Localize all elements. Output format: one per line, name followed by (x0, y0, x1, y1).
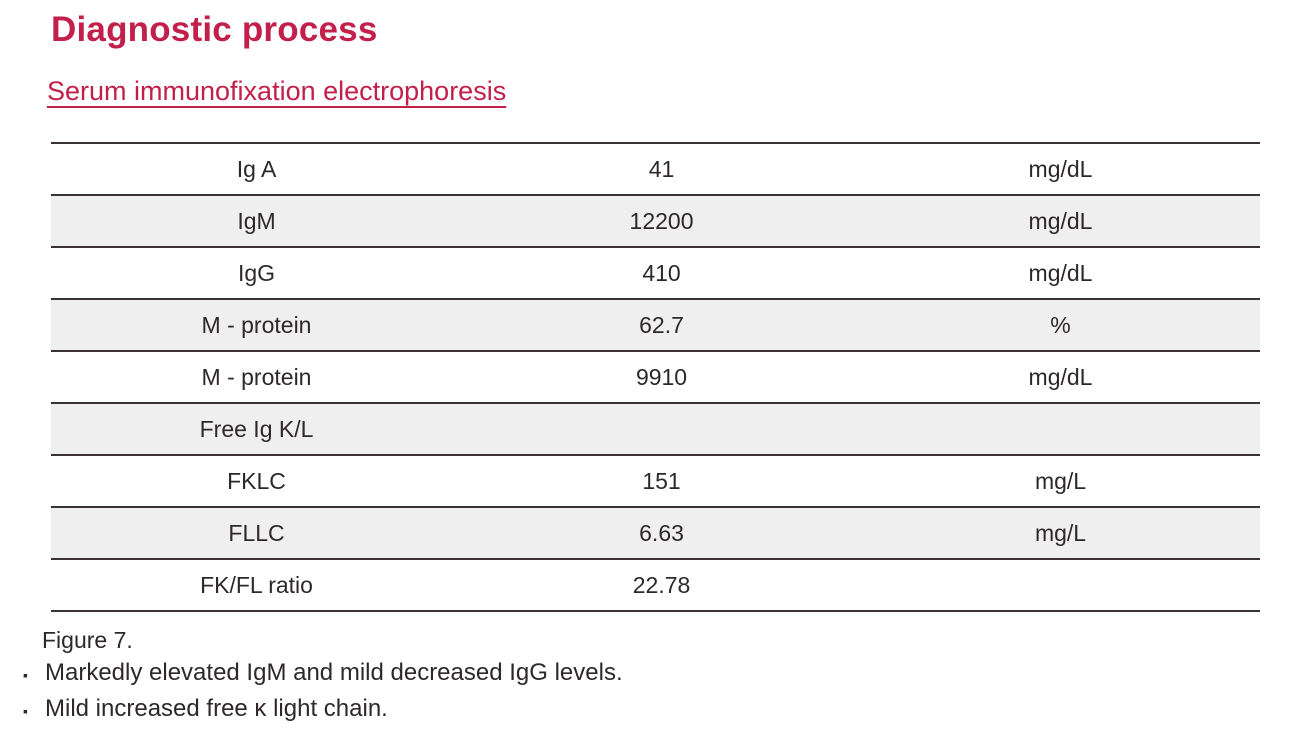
row-label: M - protein (51, 350, 463, 403)
table-row: M - protein 9910 mg/dL (51, 350, 1260, 403)
row-unit: mg/dL (861, 194, 1260, 247)
row-unit: mg/dL (861, 246, 1260, 299)
row-unit: mg/dL (861, 142, 1260, 195)
row-value (462, 402, 862, 455)
row-unit (861, 558, 1260, 612)
row-label: FLLC (51, 506, 463, 559)
row-value: 410 (462, 246, 862, 299)
section-heading: Serum immunofixation electrophoresis (47, 76, 507, 106)
row-value: 41 (462, 142, 862, 195)
row-unit: mg/L (861, 506, 1260, 559)
table-row: FLLC 6.63 mg/L (51, 506, 1260, 559)
row-value: 6.63 (462, 506, 862, 559)
row-label: Free Ig K/L (51, 402, 463, 455)
bullet-text: Mild increased free κ light chain. (45, 695, 388, 722)
row-label: IgM (51, 194, 463, 247)
table-row: Free Ig K/L (51, 402, 1260, 455)
row-label: FKLC (51, 454, 463, 507)
bullet-square-icon: ▪ (23, 703, 28, 719)
figure-label: Figure 7. (42, 627, 133, 653)
table-row: M - protein 62.7 % (51, 298, 1260, 351)
row-label: IgG (51, 246, 463, 299)
bullet-square-icon: ▪ (23, 667, 28, 683)
row-unit: mg/L (861, 454, 1260, 507)
bullet-list: ▪ Markedly elevated IgM and mild decreas… (0, 656, 1312, 728)
table-row: IgG 410 mg/dL (51, 246, 1260, 299)
table-row: IgM 12200 mg/dL (51, 194, 1260, 247)
row-value: 62.7 (462, 298, 862, 351)
figure-caption: Figure 7. ▪ Markedly elevated IgM and mi… (0, 624, 1312, 728)
table-row: FK/FL ratio 22.78 (51, 558, 1260, 612)
table-row: FKLC 151 mg/L (51, 454, 1260, 507)
row-label: M - protein (51, 298, 463, 351)
table-row: Ig A 41 mg/dL (51, 142, 1260, 195)
row-unit: % (861, 298, 1260, 351)
row-value: 12200 (462, 194, 862, 247)
row-value: 22.78 (462, 558, 862, 612)
bullet-text: Markedly elevated IgM and mild decreased… (45, 659, 623, 686)
bullet-line: ▪ Mild increased free κ light chain. (0, 692, 1312, 728)
row-value: 151 (462, 454, 862, 507)
row-unit (861, 402, 1260, 455)
row-unit: mg/dL (861, 350, 1260, 403)
row-label: Ig A (51, 142, 463, 195)
row-label: FK/FL ratio (51, 558, 463, 612)
bullet-line: ▪ Markedly elevated IgM and mild decreas… (0, 656, 1312, 692)
page-title: Diagnostic process (51, 10, 378, 49)
row-value: 9910 (462, 350, 862, 403)
results-table-body: Ig A 41 mg/dL IgM 12200 mg/dL IgG 410 mg… (51, 142, 1260, 612)
results-table: Ig A 41 mg/dL IgM 12200 mg/dL IgG 410 mg… (51, 142, 1260, 612)
